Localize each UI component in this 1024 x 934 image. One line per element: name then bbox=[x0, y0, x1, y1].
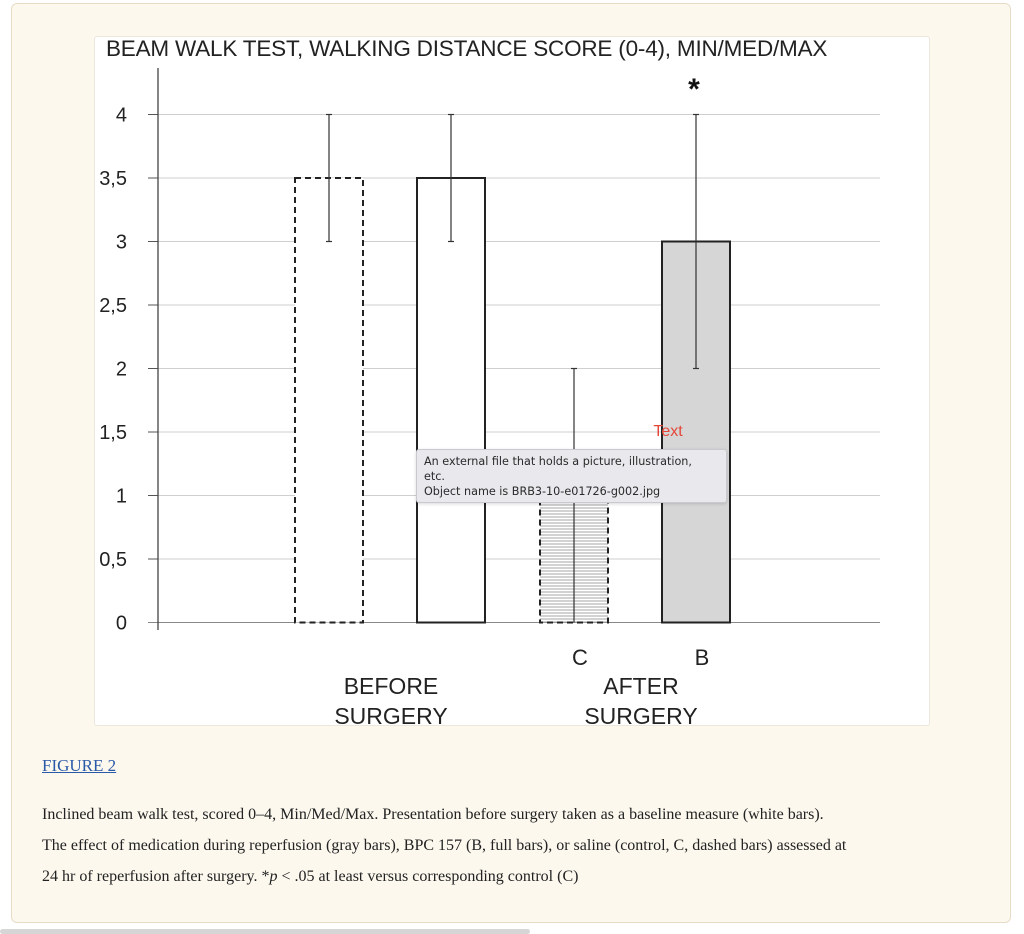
y-tick-label: 0,5 bbox=[99, 549, 127, 571]
tooltip-line: etc. bbox=[424, 470, 445, 483]
y-tick-label: 1,5 bbox=[99, 422, 127, 444]
caption-line: 24 hr of reperfusion after surgery. *p ˂… bbox=[42, 861, 992, 892]
caption-line: The effect of medication during reperfus… bbox=[42, 837, 847, 854]
y-tick-label: 2,5 bbox=[99, 295, 127, 317]
group-label: SURGERY bbox=[334, 703, 447, 729]
bar bbox=[416, 177, 486, 624]
y-tick-label: 4 bbox=[116, 105, 127, 127]
caption-line: Inclined beam walk test, scored 0–4, Min… bbox=[42, 806, 824, 823]
y-tick-label: 1 bbox=[116, 486, 127, 508]
horizontal-scrollbar[interactable] bbox=[0, 929, 530, 934]
bar-label: B bbox=[695, 645, 710, 670]
image-tooltip: An external file that holds a picture, i… bbox=[416, 449, 727, 503]
bar bbox=[294, 177, 364, 624]
p-value-symbol: p bbox=[269, 868, 278, 885]
y-tick-label: 3,5 bbox=[99, 168, 127, 190]
tooltip-line: Object name is BRB3-10-e01726-g002.jpg bbox=[424, 485, 661, 498]
significance-marker: * bbox=[688, 73, 700, 106]
bar-label: C bbox=[572, 645, 588, 670]
overlay-text-label: Text bbox=[653, 423, 683, 440]
figure-image[interactable] bbox=[94, 36, 930, 726]
group-label: BEFORE bbox=[344, 673, 439, 699]
chart-title: BEAM WALK TEST, WALKING DISTANCE SCORE (… bbox=[106, 36, 828, 61]
group-label: SURGERY bbox=[584, 703, 697, 729]
y-tick-label: 3 bbox=[116, 232, 127, 254]
group-label: AFTER bbox=[603, 673, 678, 699]
figure-link[interactable]: FIGURE 2 bbox=[42, 756, 117, 775]
figure-caption: Inclined beam walk test, scored 0–4, Min… bbox=[42, 799, 992, 892]
y-tick-label: 2 bbox=[116, 359, 127, 381]
caption-text: ˂ .05 at least versus corresponding cont… bbox=[277, 868, 579, 885]
tooltip-line: An external file that holds a picture, i… bbox=[424, 455, 692, 468]
y-tick-label: 0 bbox=[116, 613, 127, 635]
caption-text: 24 hr of reperfusion after surgery. * bbox=[42, 868, 270, 885]
